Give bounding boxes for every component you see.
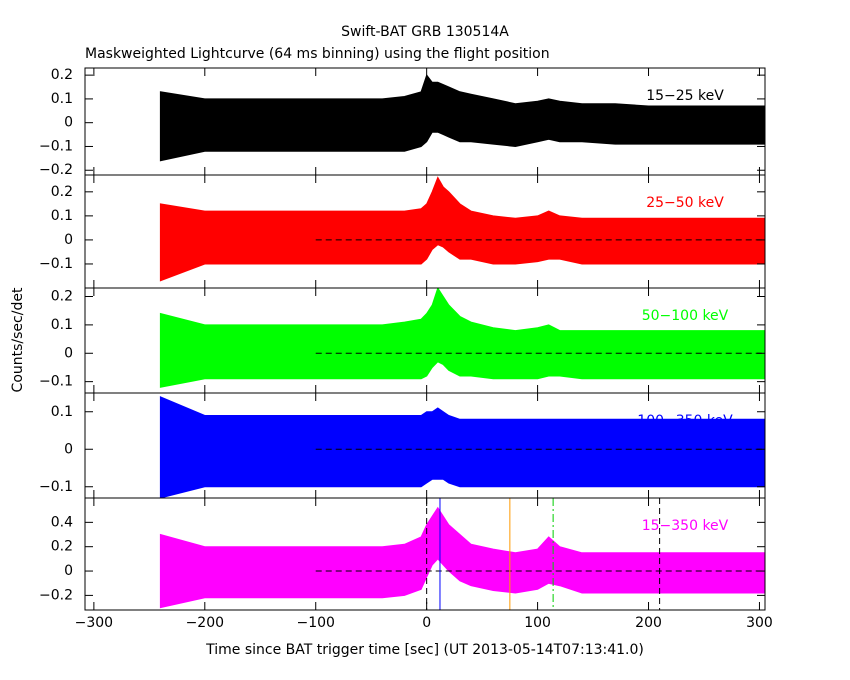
x-tick-label: −300 bbox=[75, 615, 113, 631]
y-tick-label: 0 bbox=[64, 563, 73, 579]
panel-frame bbox=[84, 497, 766, 611]
y-tick-label: 0.1 bbox=[51, 91, 73, 107]
y-tick-label: 0 bbox=[64, 441, 73, 457]
chart-subtitle: Maskweighted Lightcurve (64 ms binning) … bbox=[85, 46, 550, 62]
band-label: 25−50 keV bbox=[646, 195, 724, 211]
y-tick-label: 0.2 bbox=[51, 67, 73, 83]
y-tick-label: −0.1 bbox=[39, 374, 73, 390]
y-tick-label: 0 bbox=[64, 232, 73, 248]
lightcurve-band bbox=[159, 288, 765, 388]
x-tick-label: 0 bbox=[422, 615, 431, 631]
y-tick-label: −0.2 bbox=[39, 162, 73, 178]
x-tick-label: −200 bbox=[186, 615, 224, 631]
y-tick-label: 0 bbox=[64, 115, 73, 131]
lightcurve-band bbox=[159, 74, 765, 162]
y-tick-label: 0.1 bbox=[51, 208, 73, 224]
y-tick-label: 0.2 bbox=[51, 539, 73, 555]
x-tick-label: 300 bbox=[746, 615, 773, 631]
y-axis-label: Counts/sec/det bbox=[10, 287, 26, 392]
y-tick-label: 0.1 bbox=[51, 317, 73, 333]
band-label: 100−350 keV bbox=[637, 413, 733, 429]
y-tick-label: −0.2 bbox=[39, 587, 73, 603]
lightcurve-band bbox=[159, 176, 765, 282]
x-tick-label: −100 bbox=[297, 615, 335, 631]
chart-title: Swift-BAT GRB 130514A bbox=[341, 24, 509, 40]
band-label: 15−25 keV bbox=[646, 88, 724, 104]
y-tick-label: 0 bbox=[64, 345, 73, 361]
y-tick-label: 0.2 bbox=[51, 289, 73, 305]
y-tick-label: 0.1 bbox=[51, 404, 73, 420]
y-tick-label: −0.1 bbox=[39, 479, 73, 495]
y-tick-label: −0.1 bbox=[39, 256, 73, 272]
y-tick-label: 0.4 bbox=[51, 514, 73, 530]
x-axis-label: Time since BAT trigger time [sec] (UT 20… bbox=[205, 642, 644, 658]
y-tick-label: 0.2 bbox=[51, 184, 73, 200]
band-label: 50−100 keV bbox=[642, 308, 729, 324]
lightcurve-band bbox=[159, 396, 765, 498]
lightcurve-band bbox=[159, 506, 765, 609]
x-tick-label: 200 bbox=[635, 615, 662, 631]
y-tick-label: −0.1 bbox=[39, 138, 73, 154]
band-label: 15−350 keV bbox=[642, 518, 729, 534]
x-tick-label: 100 bbox=[524, 615, 551, 631]
